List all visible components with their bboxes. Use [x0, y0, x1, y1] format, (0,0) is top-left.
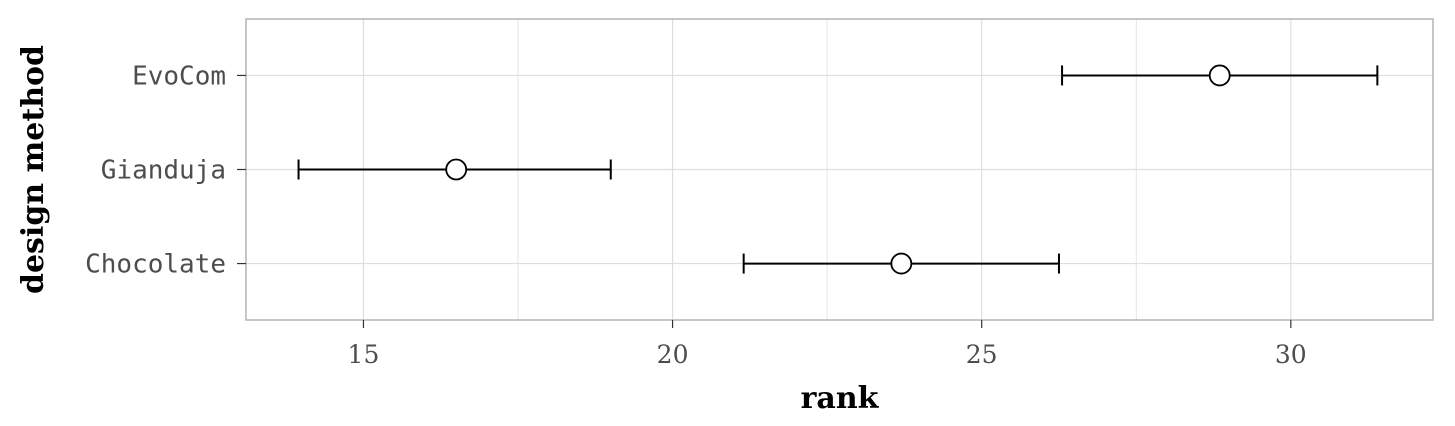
axis-ticks: 15 20 25 30 Chocolate Gianduja EvoCom [85, 61, 1307, 369]
y-tick-label: Chocolate [85, 250, 226, 280]
x-tick-label: 30 [1275, 340, 1307, 369]
y-axis-title: design method [16, 45, 51, 294]
x-axis-title: rank [801, 381, 880, 416]
data-marks [297, 64, 1379, 275]
data-point [1208, 64, 1231, 87]
x-tick-label: 20 [657, 340, 689, 369]
y-tick-label: Gianduja [101, 156, 226, 186]
data-point [890, 252, 913, 275]
x-tick-label: 15 [348, 340, 380, 369]
x-tick-label: 25 [966, 340, 998, 369]
data-point [445, 158, 468, 181]
y-tick-label: EvoCom [132, 61, 226, 91]
